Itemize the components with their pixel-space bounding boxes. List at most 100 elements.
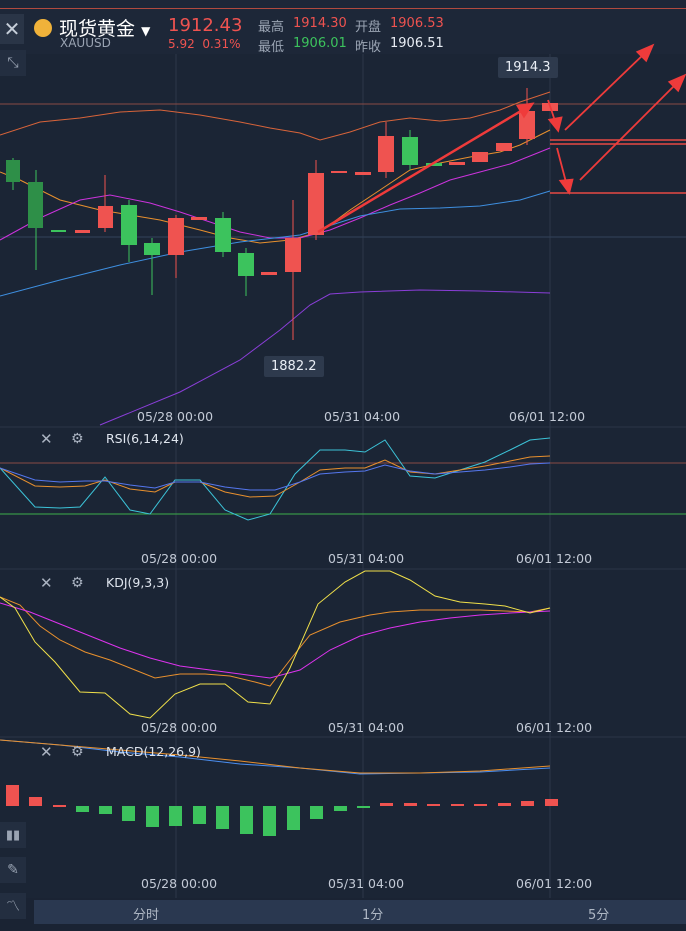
prev-close-value: 1906.51 bbox=[390, 36, 444, 51]
settings-icon[interactable]: ⚙ bbox=[71, 575, 84, 591]
chevron-down-icon[interactable]: ▼ bbox=[141, 24, 151, 38]
rsi14-line bbox=[0, 455, 551, 498]
quote-header bbox=[0, 0, 686, 54]
macd-bar bbox=[545, 799, 558, 806]
rsi6-line bbox=[0, 437, 551, 521]
kdj-j-line bbox=[0, 570, 551, 719]
date-label: 05/31 04:00 bbox=[328, 876, 405, 891]
kdj-d-line bbox=[0, 602, 551, 679]
macd-bar bbox=[29, 797, 42, 806]
open-label: 开盘 bbox=[355, 20, 382, 35]
macd-bar bbox=[169, 806, 182, 826]
macd-bar bbox=[53, 805, 66, 807]
macd-bar bbox=[357, 806, 370, 808]
candle bbox=[215, 218, 231, 252]
macd-bar bbox=[498, 803, 511, 806]
date-label: 05/31 04:00 bbox=[324, 409, 401, 424]
candle bbox=[285, 238, 301, 272]
pen-tool-button[interactable]: ✎ bbox=[0, 857, 26, 883]
candle bbox=[426, 163, 442, 166]
date-label: 05/31 04:00 bbox=[328, 720, 405, 735]
price-change: 5.92 0.31% bbox=[168, 37, 241, 51]
arrowhead bbox=[667, 73, 686, 93]
arrowhead bbox=[547, 116, 563, 133]
timeframe-bar bbox=[34, 900, 686, 924]
close-icon: ✕ bbox=[3, 17, 21, 41]
main-chart-area[interactable] bbox=[0, 54, 686, 426]
arrowhead bbox=[515, 102, 535, 119]
ma-mid-line bbox=[0, 147, 551, 241]
high-marker-label: 1914.3 bbox=[498, 57, 558, 78]
close-button[interactable]: ✕ bbox=[0, 14, 24, 44]
kdj-panel[interactable] bbox=[0, 570, 686, 736]
candle bbox=[472, 152, 488, 162]
macd-bar bbox=[216, 806, 229, 829]
date-label: 05/28 00:00 bbox=[141, 551, 218, 566]
date-label: 06/01 12:00 bbox=[516, 720, 593, 735]
open-value: 1906.53 bbox=[390, 16, 444, 31]
instrument-symbol: XAUUSD bbox=[60, 36, 111, 50]
close-indicator-icon[interactable]: ✕ bbox=[40, 574, 53, 592]
collapse-icon: ⤡ bbox=[7, 55, 19, 71]
candle bbox=[144, 243, 160, 255]
close-indicator-icon[interactable]: ✕ bbox=[40, 430, 53, 448]
macd-panel[interactable] bbox=[0, 738, 686, 898]
trend-arrow bbox=[564, 52, 646, 131]
macd-bar bbox=[451, 804, 464, 806]
candle bbox=[308, 173, 324, 235]
line-tool-button[interactable]: 〽 bbox=[0, 893, 26, 919]
tab-5min[interactable]: 5分 bbox=[588, 908, 610, 923]
candle bbox=[191, 217, 207, 220]
low-value: 1906.01 bbox=[293, 36, 347, 51]
candle bbox=[402, 137, 418, 165]
settings-icon[interactable]: ⚙ bbox=[71, 431, 84, 447]
close-indicator-icon[interactable]: ✕ bbox=[40, 743, 53, 761]
rsi-panel[interactable] bbox=[0, 428, 686, 568]
candle bbox=[519, 111, 535, 139]
line-tool-icon: 〽 bbox=[6, 899, 20, 915]
high-value: 1914.30 bbox=[293, 16, 347, 31]
candle bbox=[51, 230, 66, 232]
rsi24-line bbox=[0, 462, 551, 491]
candle bbox=[355, 172, 371, 175]
macd-bar bbox=[6, 785, 19, 806]
tab-1min[interactable]: 1分 bbox=[362, 908, 384, 923]
ma-short-line bbox=[0, 129, 551, 244]
boll-upper-line bbox=[0, 91, 551, 141]
date-label: 06/01 12:00 bbox=[516, 551, 593, 566]
macd-bar bbox=[474, 804, 487, 806]
macd-bar bbox=[146, 806, 159, 827]
candle bbox=[449, 162, 465, 165]
candle bbox=[496, 143, 512, 151]
macd-bar bbox=[193, 806, 206, 824]
low-marker-label: 1882.2 bbox=[264, 356, 324, 377]
ma-long-line bbox=[0, 190, 551, 297]
candles-tool-button[interactable]: ▮▮ bbox=[0, 822, 26, 848]
date-label: 06/01 12:00 bbox=[509, 409, 586, 424]
arrowhead bbox=[635, 43, 655, 63]
macd-bar bbox=[310, 806, 323, 819]
date-label: 05/28 00:00 bbox=[137, 409, 214, 424]
macd-bar bbox=[263, 806, 276, 836]
macd-bar bbox=[334, 806, 347, 811]
candle bbox=[238, 253, 254, 276]
settings-icon[interactable]: ⚙ bbox=[71, 744, 84, 760]
candle bbox=[121, 205, 137, 245]
prev-close-label: 昨收 bbox=[355, 40, 382, 55]
date-label: 05/28 00:00 bbox=[141, 720, 218, 735]
boll-lower-line bbox=[99, 289, 551, 426]
tab-timeshare[interactable]: 分时 bbox=[133, 908, 160, 923]
macd-bar bbox=[521, 801, 534, 806]
kdj-label: KDJ(9,3,3) bbox=[106, 575, 170, 590]
arrowhead bbox=[558, 178, 574, 195]
instrument-title[interactable]: 现货黄金 ▼ bbox=[59, 18, 151, 40]
macd-bar bbox=[380, 803, 393, 806]
low-label: 最低 bbox=[258, 40, 285, 55]
candle bbox=[28, 182, 43, 228]
gold-logo-icon bbox=[34, 19, 52, 37]
candlesticks bbox=[6, 88, 558, 340]
collapse-button[interactable]: ⤡ bbox=[0, 50, 26, 76]
macd-histogram bbox=[6, 785, 558, 836]
candle bbox=[378, 136, 394, 172]
